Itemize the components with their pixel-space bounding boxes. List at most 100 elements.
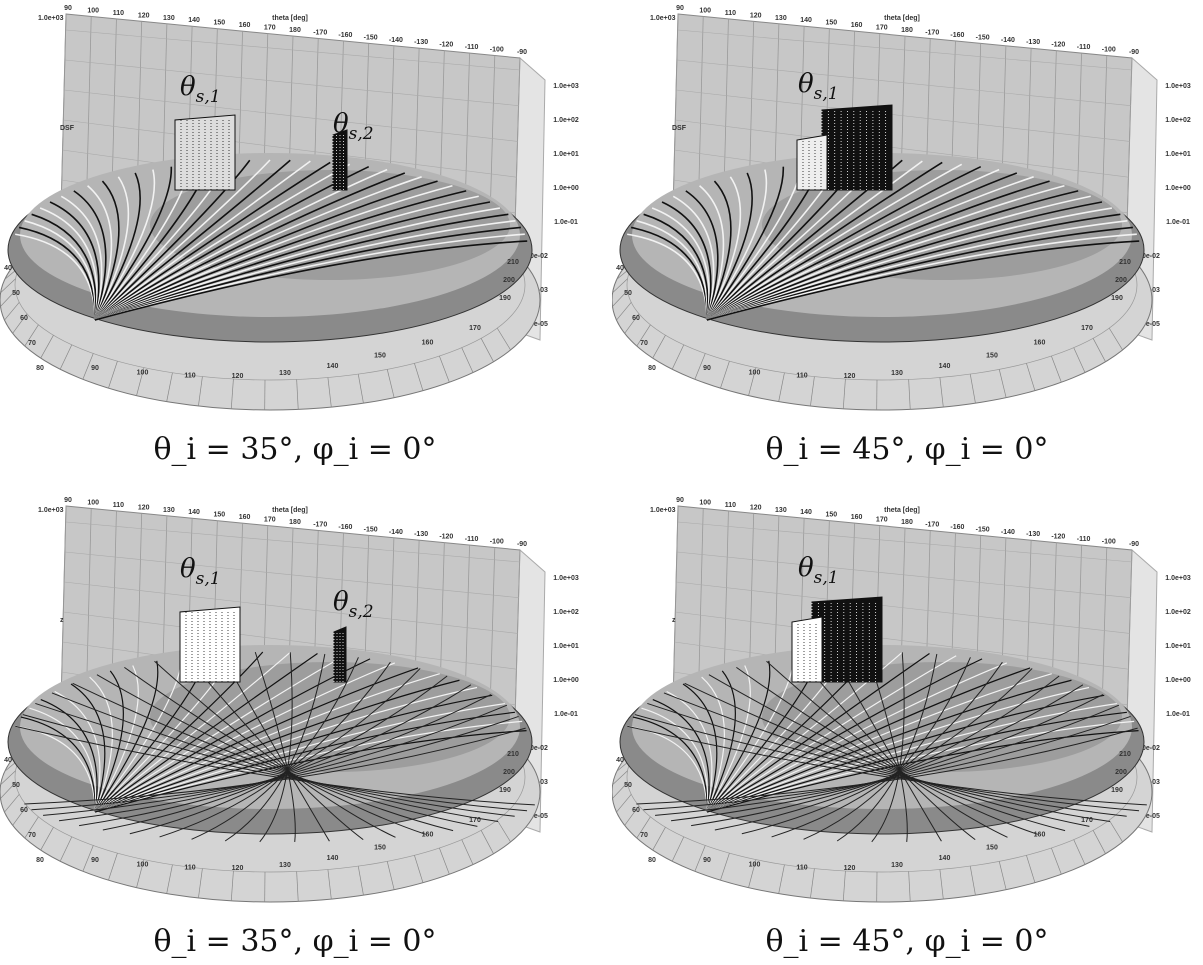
mesh-line: [94, 172, 141, 321]
ring-tick: [720, 853, 730, 881]
ring-tick: [1051, 355, 1062, 383]
ring-tick-label: 190: [499, 787, 511, 794]
z-axis-label: z: [60, 617, 64, 624]
theta-tick-label: -110: [1077, 536, 1091, 543]
mesh-line: [94, 159, 271, 321]
ring-tick-label: 90: [703, 857, 711, 864]
ring-tick-label: 130: [279, 370, 291, 377]
mesh-line: [49, 201, 100, 321]
ring-tick: [1108, 819, 1123, 843]
theta-tick-label: 150: [825, 512, 837, 519]
surface-plot-4: 90 100 110 120 130 140 150 160 170 180 -170 -160 -15…: [612, 497, 1191, 903]
theta-tick-label: 120: [750, 504, 762, 511]
theta-tick-label: 150: [825, 20, 837, 27]
ring-tick: [748, 367, 757, 396]
ring-tick: [969, 866, 976, 896]
theta-tick-label: 130: [775, 507, 787, 514]
ring-tick: [4, 302, 20, 321]
ring-tick-label: 70: [28, 832, 36, 839]
theta-tick-label: 160: [239, 22, 251, 29]
ring-tick: [1073, 347, 1086, 373]
mesh-line: [706, 686, 1090, 813]
theta-tick-label: 100: [699, 499, 711, 506]
ring-tick-label: 150: [986, 353, 998, 360]
grid-line: [677, 551, 1131, 599]
theta-tick-label: 120: [138, 12, 150, 19]
z-tick-label: 1.0e+01: [553, 643, 579, 650]
mesh-line: [714, 675, 1060, 831]
z-tick-label: 1.0e-05: [1136, 321, 1160, 328]
ring-tick-label: 80: [648, 365, 656, 372]
z-tick-label-left: 1.0e+03: [650, 15, 676, 22]
panel-caption: θ_i = 35°, φ_i = 0°: [153, 924, 437, 959]
panel-caption: θ_i = 45°, φ_i = 0°: [765, 432, 1049, 467]
ring-tick-label: 150: [374, 353, 386, 360]
ring-tick: [778, 372, 785, 402]
ring-tick: [198, 868, 203, 899]
mesh-line: [94, 240, 528, 321]
ring-tick-label: 120: [232, 373, 244, 380]
ring-tick-label: 70: [640, 832, 648, 839]
mesh-line: [94, 160, 311, 321]
ring-tick-label: 170: [469, 325, 481, 332]
ring-tick: [652, 826, 666, 851]
surface-plot-1: 90 100 110 120 130 140 150 160 170 180 -170 -160 -15…: [0, 5, 579, 411]
surface-plot-3: 90 100 110 120 130 140 150 160 170 180 -170 -160 -15…: [0, 497, 579, 903]
peak-annotation: θs,1: [180, 72, 221, 107]
mesh-line: [94, 207, 501, 321]
z-axis-label: DSF: [672, 125, 687, 132]
z-tick-label: 1.0e+00: [553, 185, 579, 192]
theta-tick-label: -140: [1001, 37, 1015, 44]
ring-tick-label: 190: [499, 295, 511, 302]
theta-tick-label: -160: [338, 32, 352, 39]
mesh-line: [706, 190, 1079, 321]
ring-tick: [327, 377, 332, 408]
ring-tick-labels: 40 50 60 70 80 90 100 110 120 130 140 150 160 170 190 2…: [4, 259, 519, 380]
theta-tick-labels: 90 100 110 120 130 140 150 160 170 180 -170 -160 -15…: [64, 497, 527, 548]
ring-tick: [616, 794, 632, 813]
mesh-line: [94, 686, 478, 813]
peak-lobe: [796, 134, 828, 191]
mesh-line: [651, 207, 710, 321]
ring-tick: [136, 367, 145, 396]
ring-tick: [4, 794, 20, 813]
mesh-line: [94, 653, 318, 813]
mesh-line: [94, 226, 521, 321]
ring-tick-label: 50: [12, 782, 20, 789]
z-axis-label: DSF: [60, 125, 75, 132]
ring-tick-label: 140: [939, 363, 951, 370]
ring-tick-label: 80: [648, 857, 656, 864]
ring-tick-label: 160: [1034, 832, 1046, 839]
mesh-line: [59, 694, 492, 822]
z-tick-label: 1.0e-05: [1136, 813, 1160, 820]
theta-tick-label: -90: [517, 541, 527, 548]
theta-axis-label: theta [deg]: [884, 507, 920, 514]
ring-tick: [136, 859, 145, 888]
ring-tick-label: 70: [28, 340, 36, 347]
ring-tick-label: 130: [891, 862, 903, 869]
ring-tick: [612, 290, 628, 307]
ring-tick: [998, 369, 1007, 398]
mesh-line: [706, 160, 923, 321]
ring-tick-label: 170: [1081, 817, 1093, 824]
z-tick-label: 1.0e-05: [524, 321, 548, 328]
mesh-line: [661, 201, 712, 321]
theta-tick-label: -150: [976, 34, 990, 41]
ring-tick: [694, 353, 706, 380]
ring-tick-label: 110: [796, 865, 807, 872]
surface-plot-2: 90 100 110 120 130 140 150 160 170 180 -170 -160 -15…: [612, 5, 1191, 411]
theta-tick-label: 150: [213, 512, 225, 519]
mesh-line: [706, 662, 1008, 813]
mesh-line: [24, 220, 97, 321]
mesh-line: [79, 684, 472, 827]
z-tick-label: 1.0e-01: [554, 711, 578, 718]
peak-lobe: [179, 606, 241, 683]
z-tick-label-left: 1.0e+03: [650, 507, 676, 514]
mesh-line: [685, 190, 719, 321]
ring-tick-label: 50: [12, 290, 20, 297]
mesh-line: [94, 651, 291, 813]
ring-tick-label: 140: [327, 855, 339, 862]
mesh-line: [94, 201, 491, 321]
grid-line: [677, 59, 1131, 107]
theta-tick-label: 90: [64, 5, 72, 12]
